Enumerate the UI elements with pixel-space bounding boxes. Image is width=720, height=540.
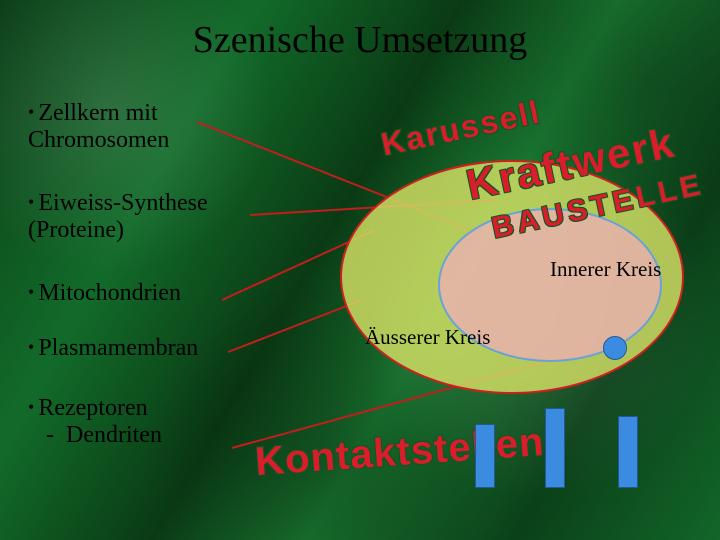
bullet-item: •Eiweiss-Synthese(Proteine) (28, 190, 208, 244)
dendrite-dot-icon (603, 336, 627, 360)
bullet-item: •Rezeptoren - Dendriten (28, 395, 162, 449)
slide-root: Szenische Umsetzung •Zellkern mitChromos… (0, 0, 720, 540)
bar-icon (618, 416, 638, 488)
bar-icon (545, 408, 565, 488)
slide-title: Szenische Umsetzung (0, 18, 720, 62)
cell-diagram: Innerer Kreis Äusserer Kreis KarussellKr… (320, 100, 710, 520)
bullet-item: •Plasmamembran (28, 335, 198, 362)
bar-icon (475, 424, 495, 488)
outer-circle-label: Äusserer Kreis (365, 325, 490, 350)
bullet-item: •Zellkern mitChromosomen (28, 100, 169, 154)
word-art: Kontaktstellen (254, 420, 546, 485)
bullet-item: •Mitochondrien (28, 280, 181, 307)
inner-circle-label: Innerer Kreis (550, 257, 661, 282)
